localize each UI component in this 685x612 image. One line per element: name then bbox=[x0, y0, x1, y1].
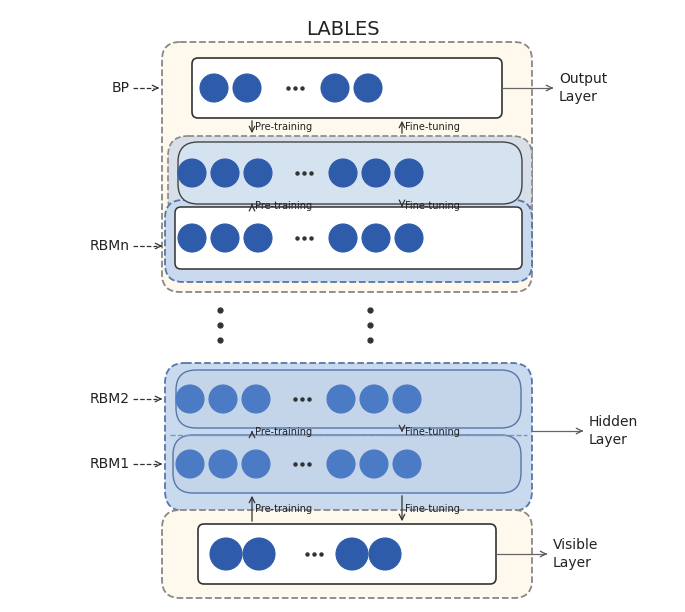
Circle shape bbox=[243, 538, 275, 570]
FancyBboxPatch shape bbox=[165, 200, 532, 282]
Circle shape bbox=[209, 385, 237, 413]
FancyBboxPatch shape bbox=[162, 42, 532, 292]
Text: Output
Layer: Output Layer bbox=[559, 72, 607, 103]
Circle shape bbox=[176, 450, 204, 478]
FancyBboxPatch shape bbox=[198, 524, 496, 584]
Text: Pre-training: Pre-training bbox=[255, 122, 312, 132]
Text: Fine-tuning: Fine-tuning bbox=[405, 504, 460, 513]
Circle shape bbox=[327, 385, 355, 413]
Text: RBM1: RBM1 bbox=[90, 457, 130, 471]
Circle shape bbox=[233, 74, 261, 102]
Circle shape bbox=[211, 159, 239, 187]
Text: Pre-training: Pre-training bbox=[255, 504, 312, 513]
Circle shape bbox=[321, 74, 349, 102]
FancyBboxPatch shape bbox=[178, 142, 522, 204]
Circle shape bbox=[354, 74, 382, 102]
Circle shape bbox=[210, 538, 242, 570]
Circle shape bbox=[369, 538, 401, 570]
Circle shape bbox=[200, 74, 228, 102]
FancyBboxPatch shape bbox=[162, 510, 532, 598]
Circle shape bbox=[211, 224, 239, 252]
Circle shape bbox=[393, 385, 421, 413]
Circle shape bbox=[360, 385, 388, 413]
Circle shape bbox=[329, 224, 357, 252]
Text: Hidden
Layer: Hidden Layer bbox=[589, 416, 638, 447]
Circle shape bbox=[209, 450, 237, 478]
Text: RBM2: RBM2 bbox=[90, 392, 130, 406]
Circle shape bbox=[242, 450, 270, 478]
Text: Fine-tuning: Fine-tuning bbox=[405, 427, 460, 436]
Circle shape bbox=[244, 159, 272, 187]
FancyBboxPatch shape bbox=[192, 58, 502, 118]
Text: Fine-tuning: Fine-tuning bbox=[405, 122, 460, 132]
Circle shape bbox=[327, 450, 355, 478]
FancyBboxPatch shape bbox=[176, 370, 521, 428]
Circle shape bbox=[362, 224, 390, 252]
FancyBboxPatch shape bbox=[165, 363, 532, 511]
Circle shape bbox=[336, 538, 368, 570]
Circle shape bbox=[393, 450, 421, 478]
Circle shape bbox=[362, 159, 390, 187]
FancyBboxPatch shape bbox=[173, 435, 521, 493]
Text: Pre-training: Pre-training bbox=[255, 201, 312, 211]
Text: LABLES: LABLES bbox=[306, 20, 379, 39]
Circle shape bbox=[360, 450, 388, 478]
Circle shape bbox=[395, 159, 423, 187]
Circle shape bbox=[329, 159, 357, 187]
Circle shape bbox=[395, 224, 423, 252]
Circle shape bbox=[244, 224, 272, 252]
Text: RBMn: RBMn bbox=[90, 239, 130, 253]
Text: Fine-tuning: Fine-tuning bbox=[405, 201, 460, 211]
Circle shape bbox=[176, 385, 204, 413]
Circle shape bbox=[178, 159, 206, 187]
Circle shape bbox=[178, 224, 206, 252]
Text: Visible
Layer: Visible Layer bbox=[553, 539, 599, 570]
FancyBboxPatch shape bbox=[175, 207, 522, 269]
Circle shape bbox=[242, 385, 270, 413]
FancyBboxPatch shape bbox=[168, 136, 532, 218]
Text: Pre-training: Pre-training bbox=[255, 427, 312, 436]
Text: BP: BP bbox=[112, 81, 130, 95]
